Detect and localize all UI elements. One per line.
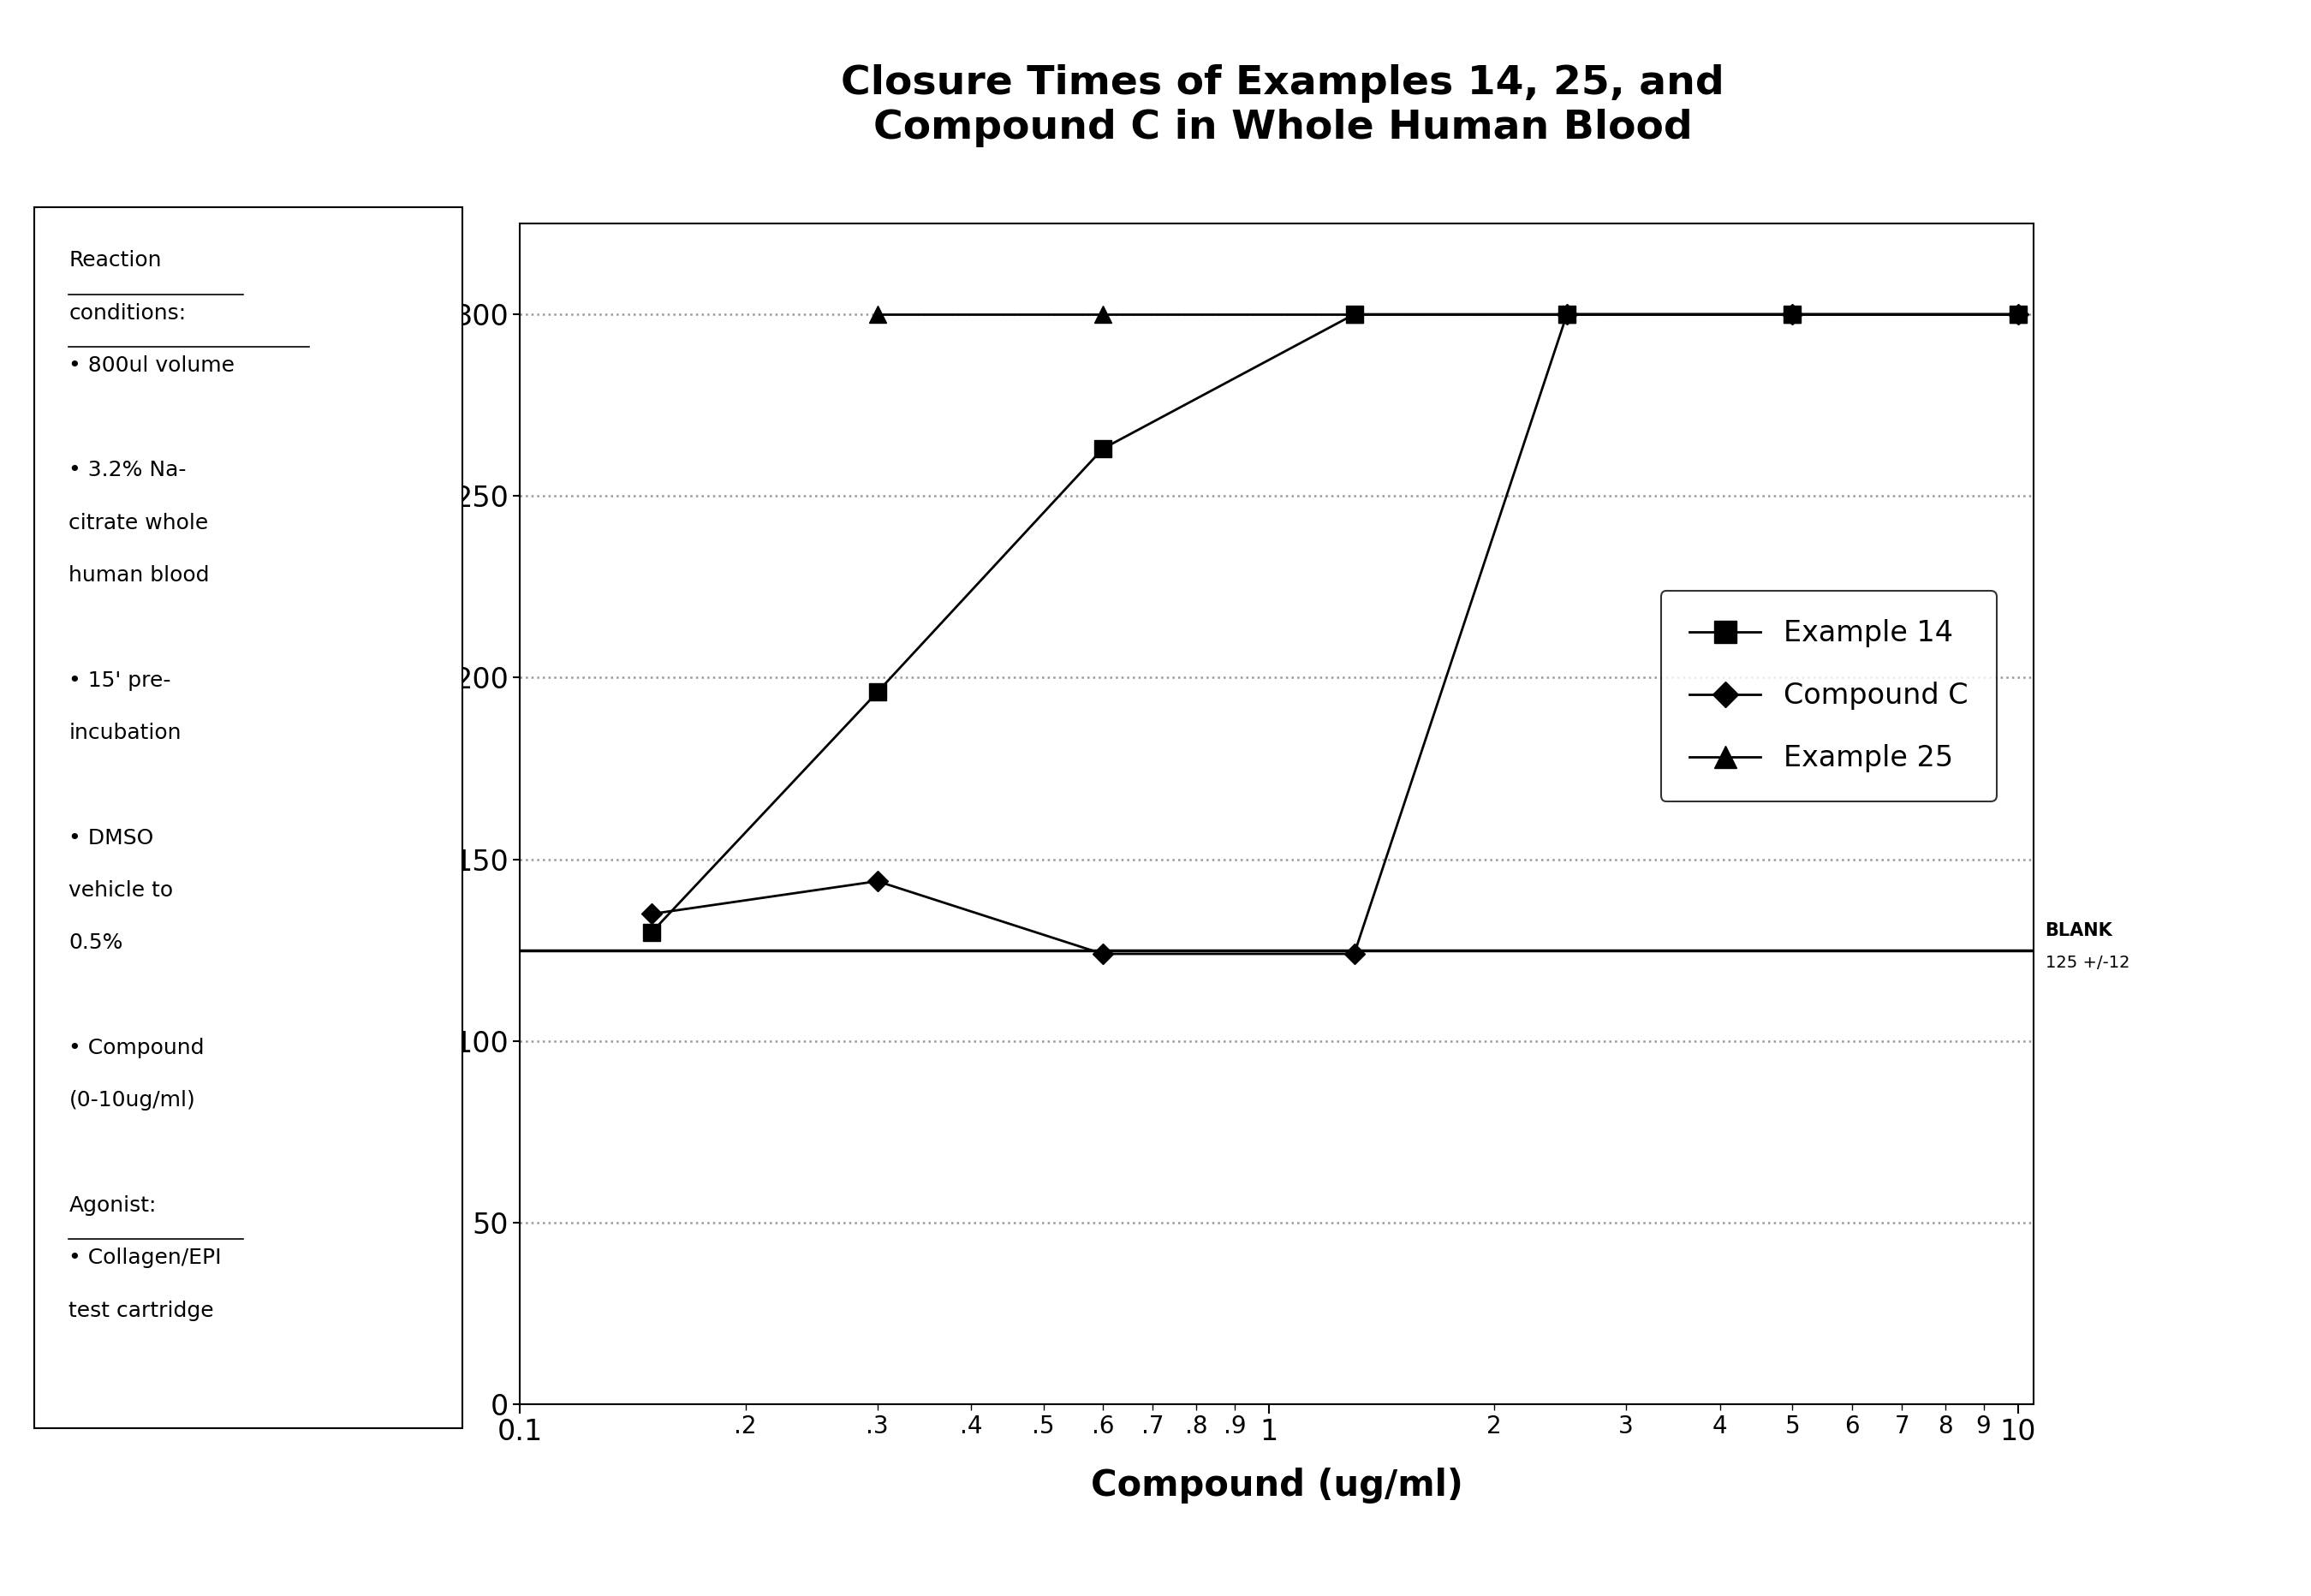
Text: citrate whole: citrate whole (69, 512, 208, 533)
Example 14 (1779, 305, 1807, 324)
Text: BLANK: BLANK (2045, 922, 2112, 940)
Text: (0-10ug/ml): (0-10ug/ml) (69, 1090, 196, 1111)
Text: 125 +/-12: 125 +/-12 (2045, 954, 2128, 970)
Example 14 (1340, 305, 1368, 324)
Text: • 15' pre-: • 15' pre- (69, 670, 171, 691)
Example 25 (1088, 305, 1116, 324)
Compound C (1340, 945, 1368, 964)
Compound C (1553, 305, 1581, 324)
Example 14 (638, 922, 666, 942)
Example 14 (1553, 305, 1581, 324)
Text: • 800ul volume: • 800ul volume (69, 356, 236, 375)
Example 14 (864, 683, 892, 702)
Text: incubation: incubation (69, 723, 183, 744)
Compound C (638, 905, 666, 924)
Example 25 (864, 305, 892, 324)
Text: conditions:: conditions: (69, 303, 187, 324)
Text: • DMSO: • DMSO (69, 828, 155, 847)
Text: Reaction: Reaction (69, 251, 162, 271)
Legend: Example 14, Compound C, Example 25: Example 14, Compound C, Example 25 (1662, 591, 1997, 801)
Example 25 (1553, 305, 1581, 324)
Example 25 (2004, 305, 2031, 324)
Text: • Compound: • Compound (69, 1037, 206, 1058)
Line: Example 25: Example 25 (869, 306, 2027, 322)
Text: Closure Times of Examples 14, 25, and
Compound C in Whole Human Blood: Closure Times of Examples 14, 25, and Co… (841, 64, 1724, 147)
Text: 0.5%: 0.5% (69, 932, 122, 953)
Text: human blood: human blood (69, 565, 210, 586)
Example 25 (1340, 305, 1368, 324)
Text: • Collagen/EPI: • Collagen/EPI (69, 1248, 222, 1269)
Line: Compound C: Compound C (645, 306, 2024, 961)
Example 25 (1779, 305, 1807, 324)
Compound C (1779, 305, 1807, 324)
Text: vehicle to: vehicle to (69, 881, 173, 900)
Y-axis label: Closure Time (sec.): Closure Time (sec.) (397, 621, 432, 1007)
Example 14 (1088, 439, 1116, 458)
Text: test cartridge: test cartridge (69, 1301, 215, 1321)
Compound C (864, 871, 892, 891)
Example 14 (2004, 305, 2031, 324)
Compound C (2004, 305, 2031, 324)
FancyBboxPatch shape (35, 207, 462, 1428)
X-axis label: Compound (ug/ml): Compound (ug/ml) (1091, 1468, 1463, 1503)
Line: Example 14: Example 14 (642, 306, 2027, 940)
Compound C (1088, 945, 1116, 964)
Text: • 3.2% Na-: • 3.2% Na- (69, 460, 187, 480)
Text: Agonist:: Agonist: (69, 1195, 157, 1216)
